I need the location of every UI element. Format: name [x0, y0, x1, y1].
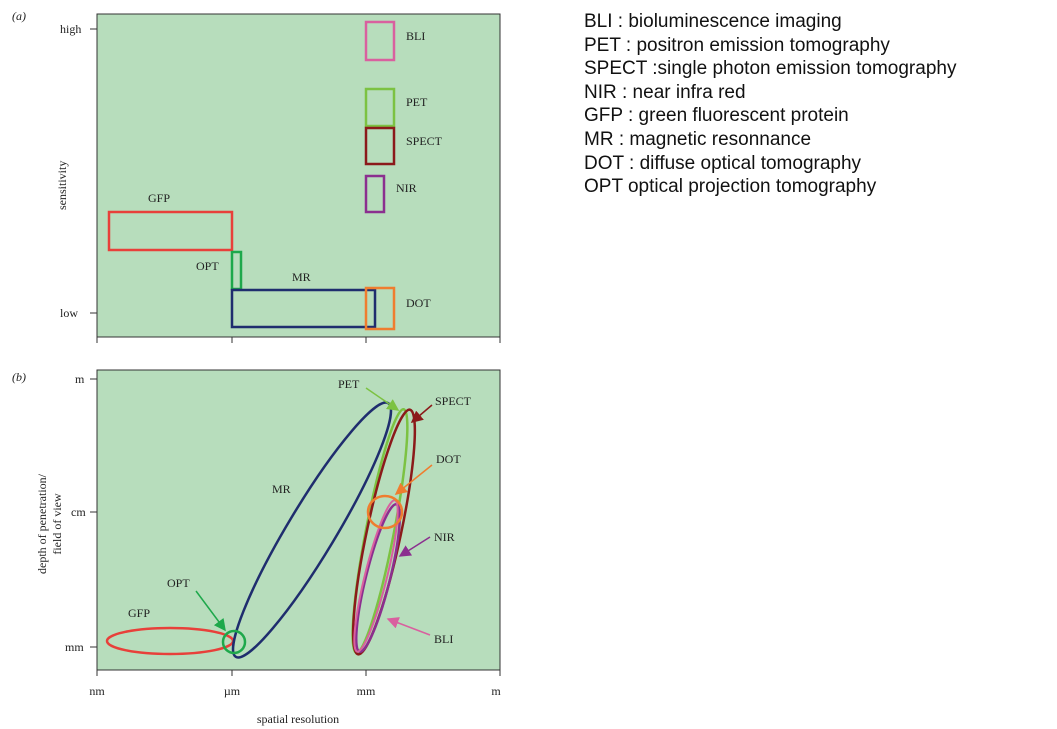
- panel-b-ytick-label-cm: cm: [71, 505, 86, 519]
- arrow-NIR: [398, 536, 431, 557]
- box-label-SPECT: SPECT: [406, 134, 443, 148]
- panel-a-ylabel: sensitivity: [55, 161, 69, 210]
- label-GFP: GFP: [128, 606, 150, 620]
- box-label-MR: MR: [292, 270, 311, 284]
- legend-item-BLI: BLI : bioluminescence imaging: [584, 11, 842, 32]
- panel-b-ytick-label-mm: mm: [65, 640, 84, 654]
- box-BLI: [364, 20, 396, 62]
- arrow-PET: [365, 387, 400, 411]
- panel-a-label: (a): [12, 9, 26, 23]
- label-MR: MR: [272, 482, 291, 496]
- legend-item-OPT: OPT optical projection tomography: [584, 176, 877, 198]
- panel-a-ytick-label-high: high: [60, 22, 81, 36]
- panel-b-label: (b): [12, 370, 26, 384]
- box-SPECT: [364, 126, 396, 166]
- abbreviation-legend: BLI : bioluminescence imaging PET : posi…: [584, 10, 956, 199]
- panel-b-ytick-label-m: m: [75, 372, 85, 386]
- panel-a: (a) high low sensitivity BLI PET SPECT N…: [12, 9, 501, 343]
- box-label-OPT: OPT: [196, 259, 219, 273]
- legend-item-GFP: GFP : green fluorescent protein: [584, 105, 849, 127]
- label-DOT: DOT: [436, 452, 461, 466]
- panel-b: (b) m cm mm nm µm mm m spatial resolutio…: [12, 369, 501, 726]
- arrow-OPT: [195, 590, 226, 632]
- box-PET: [364, 87, 396, 128]
- panel-b-xlabel: spatial resolution: [257, 712, 339, 726]
- box-DOT: [364, 286, 396, 331]
- panel-b-ylabel-line2: field of view: [50, 493, 64, 555]
- panel-b-ylabel-line1: depth of penetration/: [35, 473, 49, 574]
- panel-a-ytick-label-low: low: [60, 306, 78, 320]
- label-SPECT: SPECT: [435, 394, 472, 408]
- box-MR: [230, 288, 377, 329]
- label-NIR: NIR: [434, 530, 455, 544]
- legend-item-DOT: DOT : diffuse optical tomography: [584, 152, 862, 174]
- label-PET: PET: [338, 377, 360, 391]
- panel-a-plot-area: [96, 13, 501, 338]
- legend-item-SPECT: SPECT :single photon emission tomography: [584, 58, 957, 80]
- ellipse-DOT: [366, 494, 404, 530]
- box-label-GFP: GFP: [148, 191, 170, 205]
- label-OPT: OPT: [167, 576, 190, 590]
- arrow-SPECT: [410, 404, 433, 423]
- ellipse-SPECT: [351, 408, 417, 656]
- legend-item-MR: MR : magnetic resonnance: [584, 128, 812, 150]
- box-label-NIR: NIR: [396, 181, 417, 195]
- box-NIR: [364, 174, 386, 214]
- legend-item-PET: PET : positron emission tomography: [584, 34, 890, 56]
- box-label-BLI: BLI: [406, 29, 425, 43]
- arrow-BLI: [386, 617, 431, 636]
- panel-b-plot-area: [96, 369, 501, 671]
- panel-b-xtick-label-nm: nm: [89, 684, 105, 698]
- legend-item-NIR: NIR : near infra red: [584, 81, 746, 103]
- panel-b-xtick-label-m: m: [491, 684, 501, 698]
- panel-b-xtick-label-mm: mm: [357, 684, 376, 698]
- arrow-DOT: [394, 464, 433, 495]
- panel-b-xtick-label-um: µm: [224, 684, 241, 698]
- ellipse-OPT: [221, 629, 247, 655]
- label-BLI: BLI: [434, 632, 453, 646]
- box-label-DOT: DOT: [406, 296, 431, 310]
- box-GFP: [107, 210, 234, 252]
- box-label-PET: PET: [406, 95, 428, 109]
